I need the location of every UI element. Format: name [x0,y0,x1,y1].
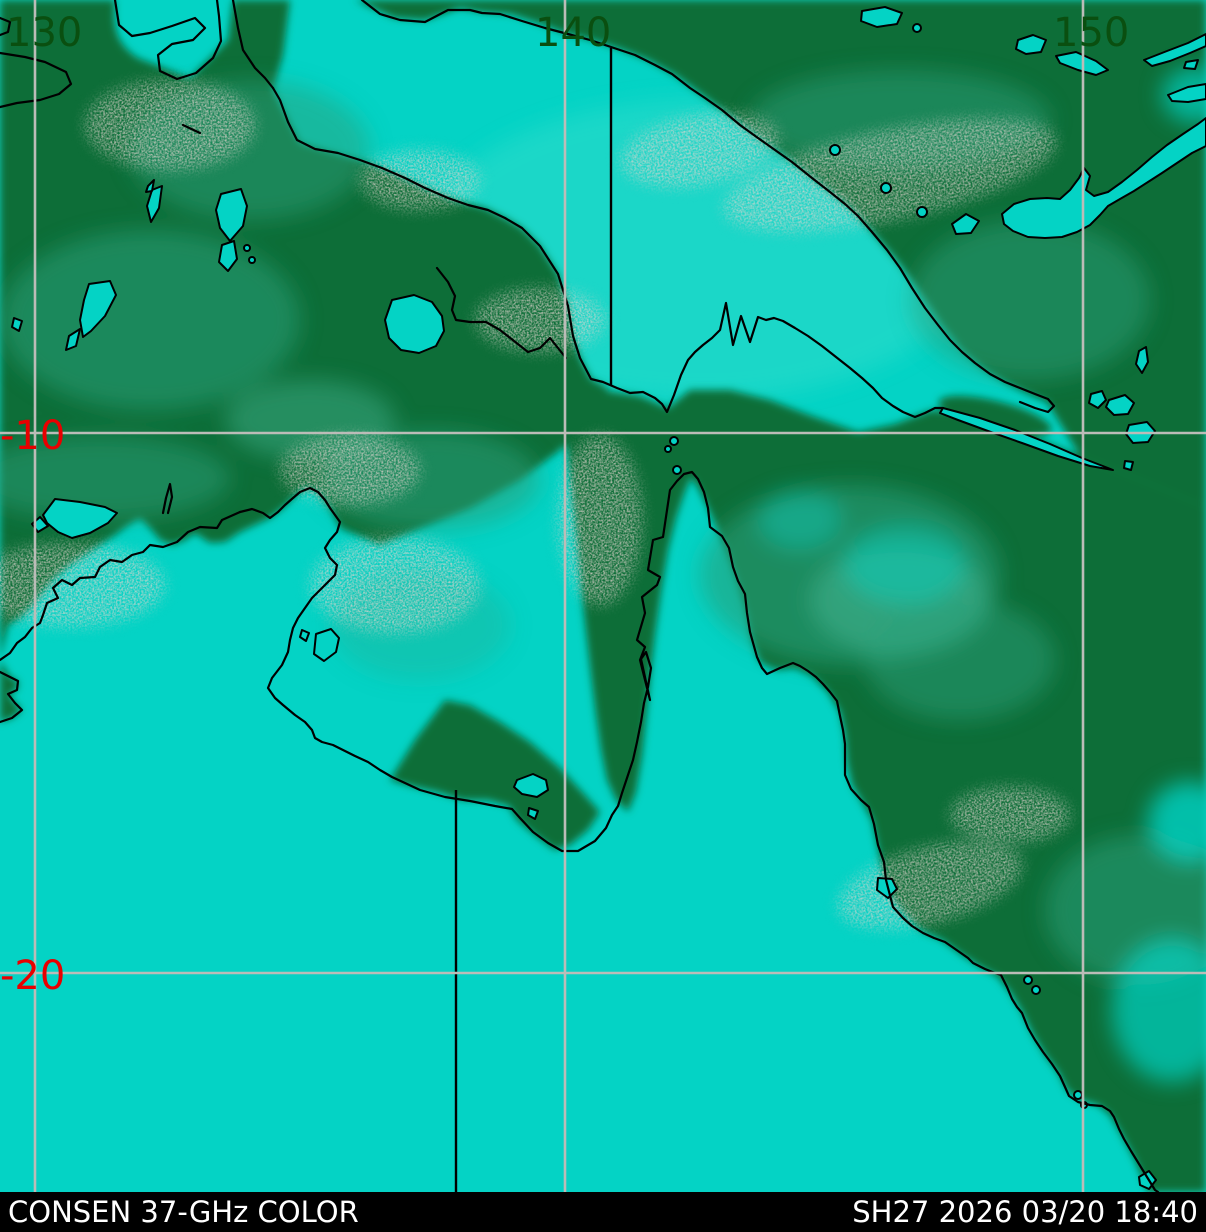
island [829,144,841,156]
map-canvas: 130 140 150 -10 -20 [0,0,1206,1192]
island [1105,394,1135,416]
island [1135,346,1149,374]
graticule-labels: 130 140 150 -10 -20 [0,10,1129,999]
island [860,6,903,28]
island-layer [11,6,1206,1190]
island [146,185,163,223]
gridlines [0,0,1206,1192]
status-bar: CONSEN 37-GHz COLOR SH27 2026 03/20 18:4… [0,1192,1206,1232]
island [1023,975,1033,985]
timestamp-label: SH27 2026 03/20 18:40 [852,1195,1198,1229]
island [243,244,251,252]
product-label: CONSEN 37-GHz COLOR [8,1195,359,1229]
island [1073,1090,1083,1100]
island [1001,117,1206,239]
island [248,256,256,264]
island [527,807,539,820]
longitude-label: 130 [6,10,82,56]
island [79,280,117,338]
island [951,213,980,235]
island [664,445,672,453]
island [11,317,23,332]
satellite-map: 130 140 150 -10 -20 [0,0,1206,1192]
island [1123,460,1134,471]
island [1167,83,1206,103]
island [672,465,682,475]
island [1183,59,1199,70]
island [218,240,238,272]
island [513,773,549,798]
island [1015,34,1047,55]
latitude-label: -10 [0,413,65,459]
island [313,628,340,662]
border-layer [454,48,613,1192]
longitude-label: 140 [535,10,611,56]
island [215,188,248,242]
island [384,294,445,354]
island [1031,985,1041,995]
longitude-label: 150 [1053,10,1129,56]
island [669,436,679,446]
island [145,179,155,193]
island [42,498,118,539]
latitude-label: -20 [0,953,65,999]
island [1143,33,1206,67]
island [880,182,892,194]
island [65,328,81,351]
island [916,206,928,218]
coastline-layer [0,0,1160,1192]
island [1088,390,1107,409]
island [912,23,922,33]
island [299,629,310,642]
